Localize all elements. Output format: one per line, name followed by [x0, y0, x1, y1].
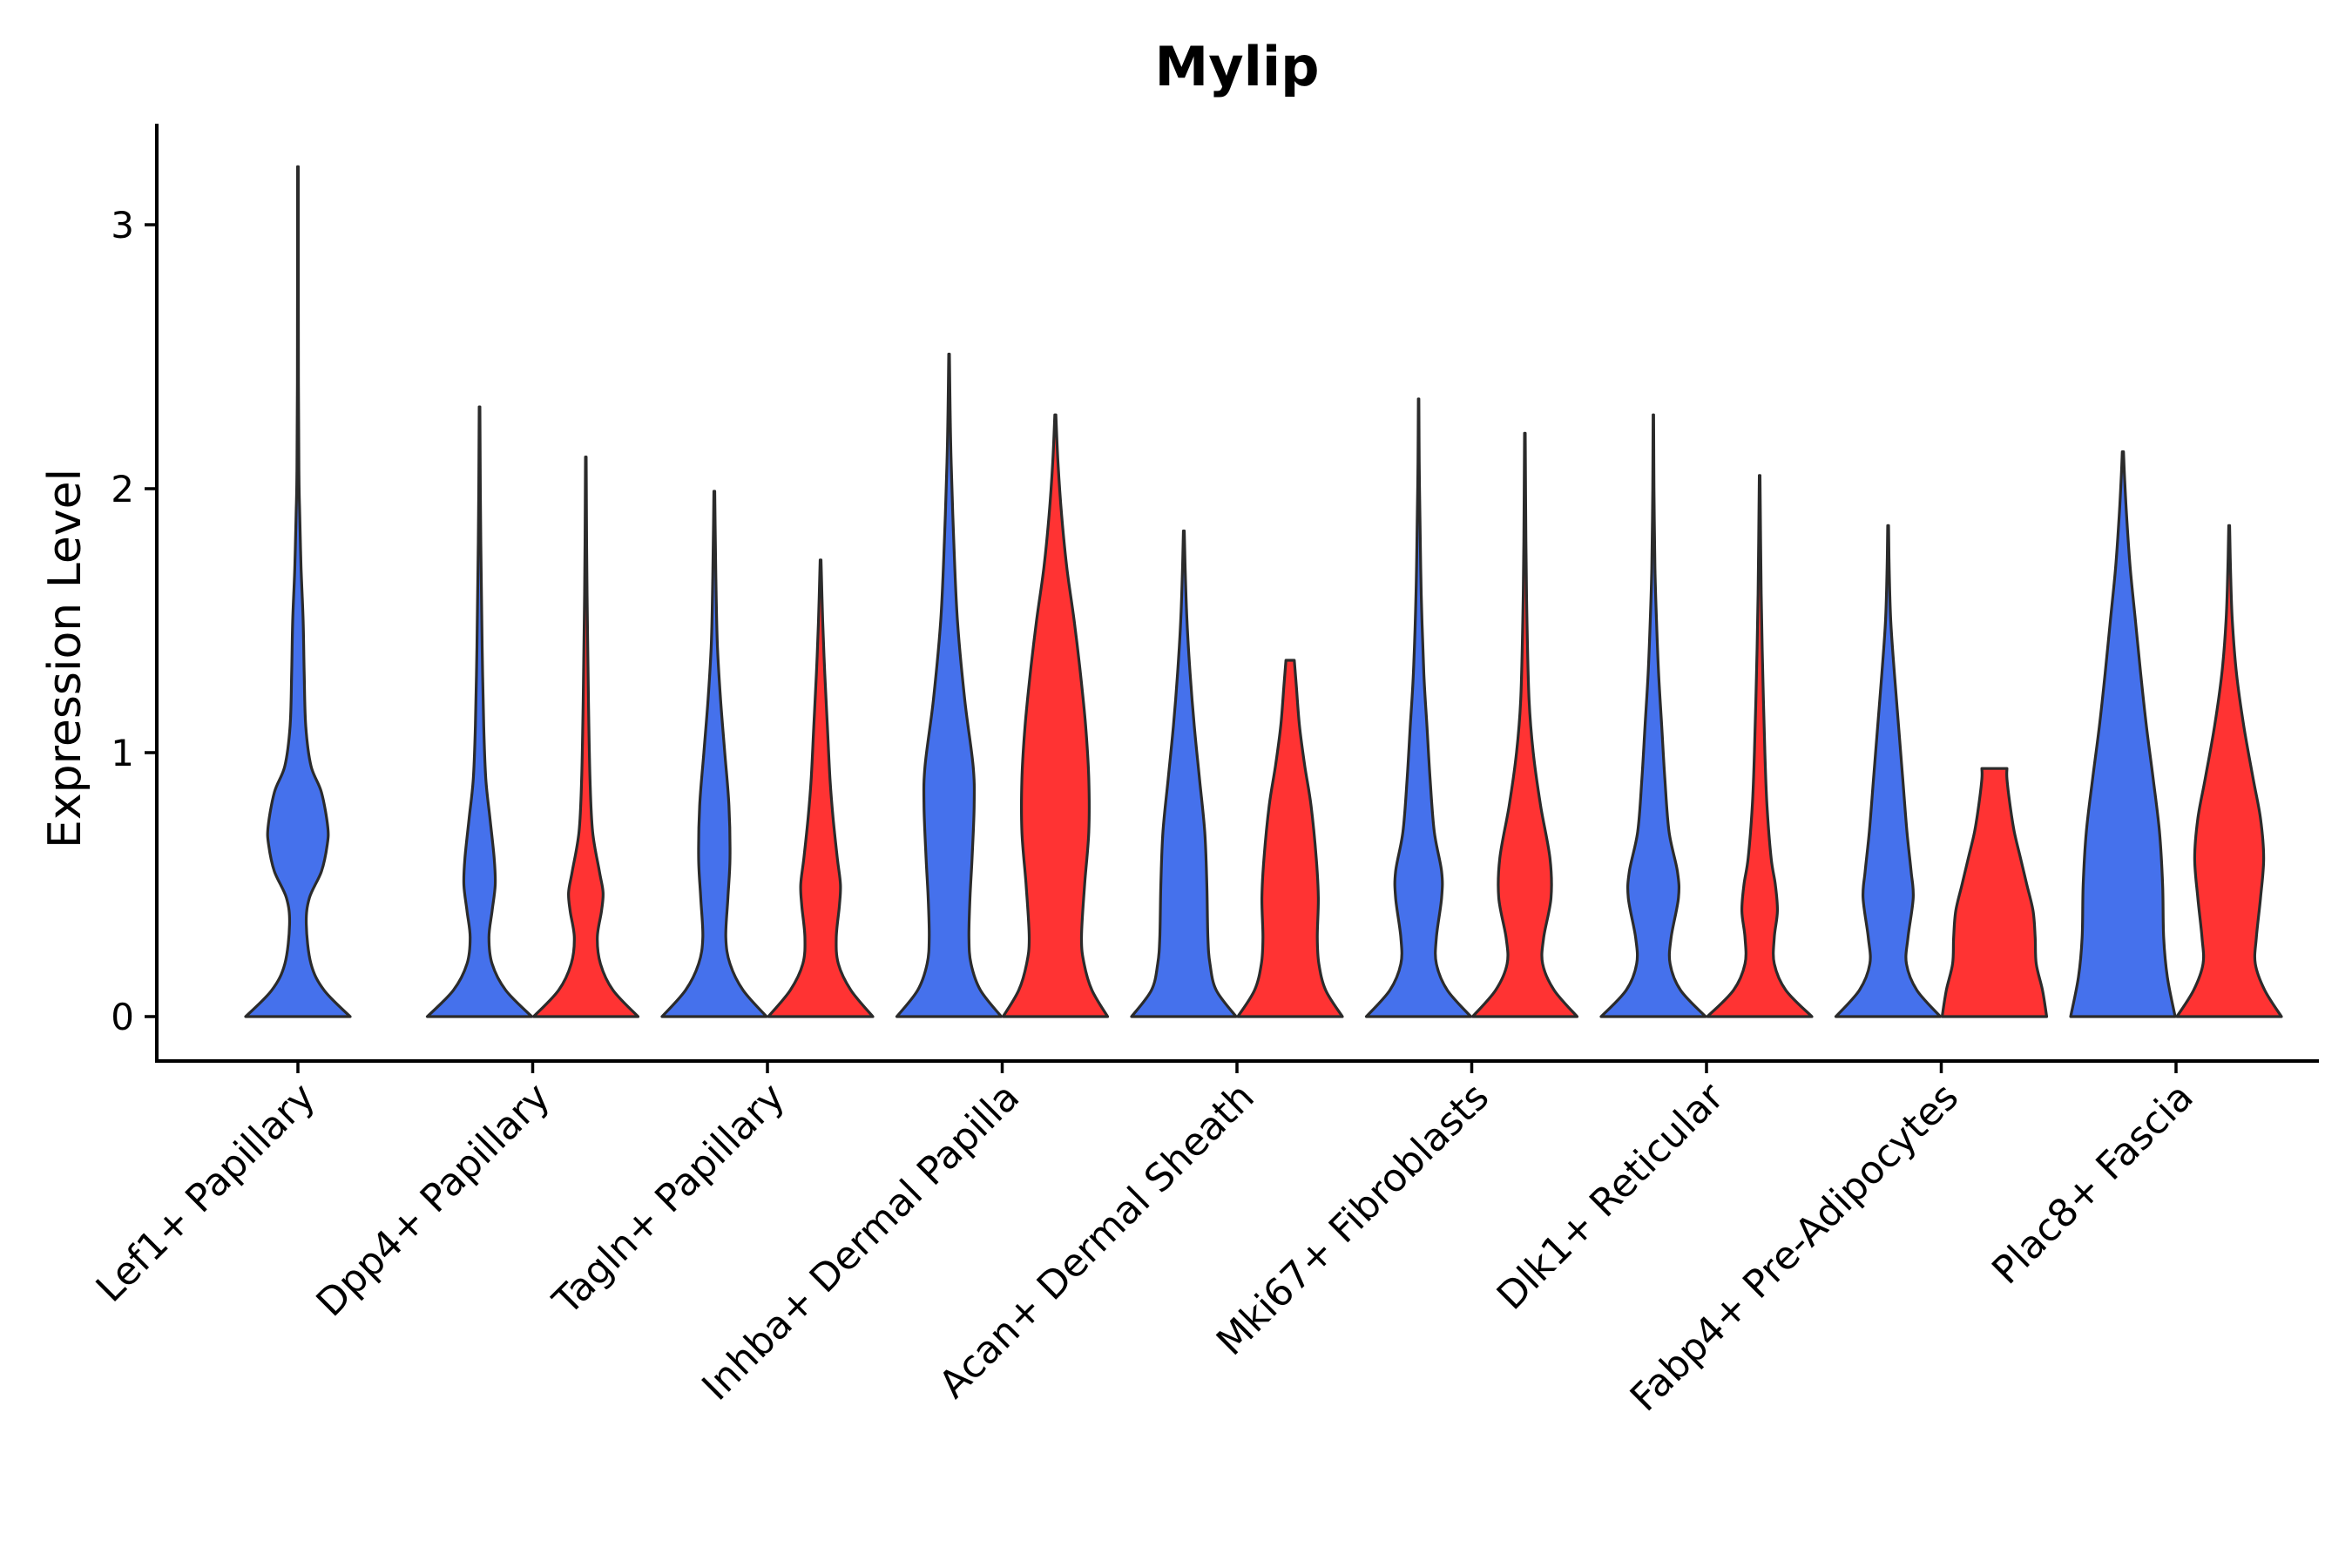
violin-red-8: [1940, 767, 2049, 1018]
violin-blue-6: [1364, 397, 1473, 1018]
x-category-label-6: Mki67+ Fibroblasts: [1208, 1075, 1497, 1364]
y-tick-label-2: 2: [111, 468, 134, 510]
violin-blue-7: [1599, 413, 1707, 1018]
violin-blue-3: [660, 490, 768, 1018]
y-tick-label-1: 1: [111, 732, 134, 774]
violin-red-3: [767, 558, 875, 1018]
violin-red-5: [1236, 659, 1344, 1018]
y-axis-ticks: 0 1 2 3: [111, 204, 157, 1038]
violin-red-2: [531, 456, 640, 1018]
y-axis-label: Expression Level: [39, 469, 91, 848]
violin-blue-1: [244, 165, 352, 1018]
violin-blue-4: [895, 352, 1004, 1018]
violin-blue-8: [1834, 524, 1943, 1018]
x-category-label-1: Lef1+ Papillary: [88, 1075, 324, 1311]
violin-red-7: [1706, 474, 1814, 1018]
violin-blue-5: [1130, 529, 1238, 1018]
violin-layer: [244, 165, 2283, 1018]
violin-blue-2: [425, 405, 534, 1018]
x-category-label-2: Dpp4+ Papillary: [308, 1075, 559, 1326]
x-category-label-7: Dlk1+ Reticular: [1489, 1074, 1734, 1319]
x-category-label-3: Tagln+ Papillary: [544, 1075, 794, 1324]
y-tick-label-3: 3: [111, 204, 134, 247]
violin-red-9: [2175, 524, 2283, 1018]
chart-title: Mylip: [1155, 35, 1320, 98]
violin-blue-9: [2069, 450, 2177, 1018]
y-tick-label-0: 0: [111, 996, 134, 1038]
violin-red-6: [1470, 431, 1579, 1018]
x-category-label-9: Plac8+ Fascia: [1984, 1075, 2202, 1294]
violin-red-4: [1001, 413, 1110, 1018]
